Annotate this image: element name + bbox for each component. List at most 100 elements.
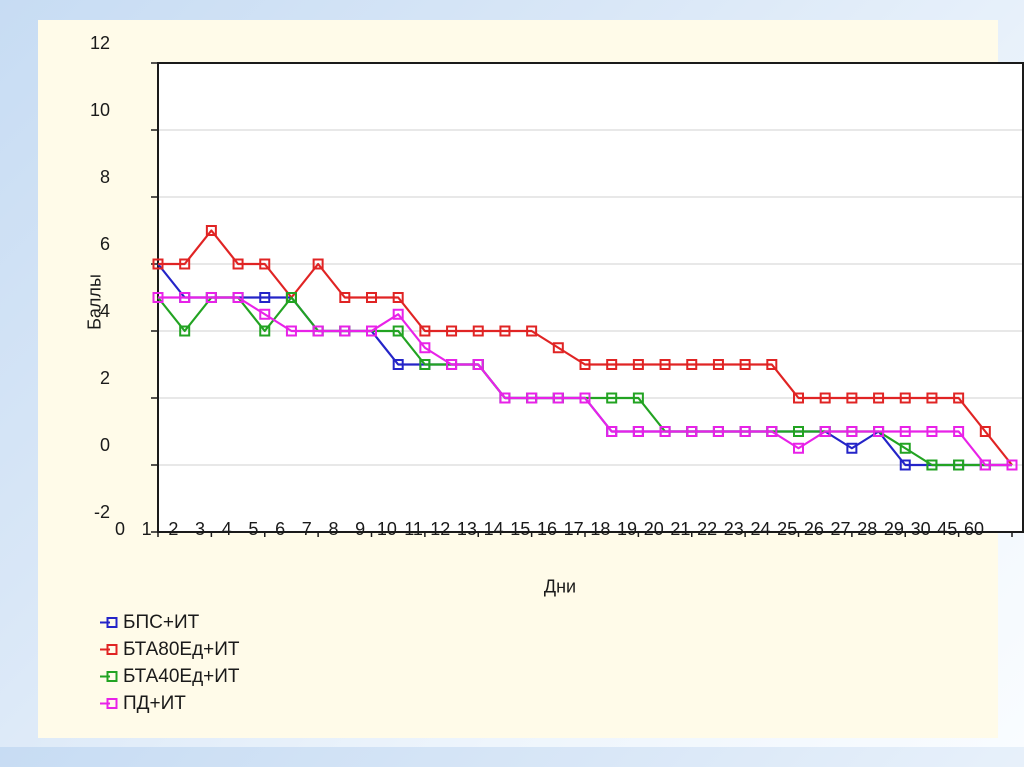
data-point-marker	[953, 392, 965, 404]
data-point-marker	[953, 426, 965, 437]
data-point-marker	[499, 325, 511, 337]
data-point-marker	[632, 426, 644, 437]
legend-item: БТА40Ед+ИТ	[100, 663, 240, 690]
data-point-marker	[472, 359, 484, 370]
data-point-marker	[606, 392, 618, 404]
data-point-marker	[285, 292, 297, 303]
data-point-marker	[312, 325, 324, 337]
x-tick-label: 45	[937, 519, 958, 539]
data-point-marker	[632, 392, 644, 404]
data-point-marker	[686, 359, 698, 370]
data-point-marker	[846, 442, 858, 454]
data-point-marker	[899, 442, 911, 454]
data-point-marker	[152, 292, 164, 303]
x-axis-title: Дни	[543, 576, 577, 597]
data-point-marker	[419, 359, 431, 370]
x-tick-label: 17	[563, 519, 584, 539]
data-point-marker	[659, 359, 671, 370]
data-point-marker	[232, 292, 244, 303]
x-tick-label: 5	[248, 519, 259, 539]
legend-marker-square-icon	[100, 644, 118, 655]
data-point-marker	[686, 426, 698, 437]
legend-marker-square-icon	[100, 671, 118, 682]
legend: БПС+ИТ БТА80Ед+ИТ БТА40Ед+ИТ ПД+ИТ	[100, 609, 240, 717]
data-point-marker	[259, 258, 271, 270]
data-point-marker	[446, 325, 458, 337]
data-point-marker	[712, 359, 724, 370]
data-point-marker	[819, 426, 831, 437]
x-tick-label: 12	[430, 519, 451, 539]
x-tick-label: 28	[857, 519, 878, 539]
data-point-marker	[152, 258, 164, 270]
data-point-marker	[926, 426, 938, 437]
legend-item: БПС+ИТ	[100, 609, 240, 636]
x-tick-label: 11	[404, 519, 423, 539]
data-point-marker	[873, 392, 885, 404]
data-point-marker	[819, 392, 831, 404]
data-point-marker	[793, 426, 804, 437]
data-point-marker	[926, 392, 938, 404]
data-point-marker	[632, 359, 644, 370]
y-tick-label: 0	[99, 435, 110, 455]
data-point-marker	[205, 292, 217, 303]
legend-item-label: ПД+ИТ	[123, 692, 186, 714]
x-tick-label: 21	[670, 519, 691, 539]
data-point-marker	[793, 392, 804, 404]
x-tick-label: 3	[195, 519, 206, 539]
data-point-marker	[179, 258, 191, 270]
x-tick-label: 22	[697, 519, 718, 539]
data-point-marker	[739, 359, 751, 370]
legend-marker-square-icon	[100, 698, 118, 709]
x-tick-label: 60	[963, 519, 985, 539]
legend-item: БТА80Ед+ИТ	[100, 636, 240, 663]
data-point-marker	[179, 325, 191, 337]
data-point-marker	[499, 392, 511, 404]
data-point-marker	[259, 325, 271, 337]
x-tick-label: 0	[114, 519, 126, 539]
x-tick-label: 19	[617, 519, 638, 539]
data-point-marker	[606, 426, 618, 437]
y-tick-label: 10	[89, 100, 110, 120]
x-tick-label: 30	[910, 519, 931, 539]
data-point-marker	[552, 342, 564, 354]
data-point-marker	[232, 258, 244, 270]
data-point-marker	[526, 392, 538, 404]
data-point-marker	[766, 426, 778, 437]
data-point-marker	[205, 225, 217, 236]
data-point-marker	[446, 359, 458, 370]
y-tick-label: 4	[99, 301, 110, 321]
data-point-marker	[259, 308, 271, 320]
data-point-marker	[419, 342, 431, 354]
x-tick-label: 10	[376, 519, 397, 539]
data-point-marker	[579, 392, 591, 404]
data-point-marker	[979, 426, 991, 437]
data-point-marker	[366, 325, 377, 337]
x-tick-label: 27	[830, 519, 851, 539]
data-point-marker	[392, 325, 404, 337]
x-tick-label: 2	[168, 519, 179, 539]
data-point-marker	[285, 325, 297, 337]
y-tick-label: 12	[89, 33, 110, 53]
data-point-marker	[899, 459, 911, 471]
series-line-БТА80Ед+ИТ	[158, 229, 1013, 466]
chart-panel: Баллы Дни 0 1 2 3 4 5 6 7 8 9 10 11 12 13 14 15 16 17 18 19…	[38, 20, 1024, 738]
data-point-marker	[579, 359, 591, 370]
x-tick-label: 4	[221, 519, 232, 539]
x-tick-label: 7	[301, 519, 312, 539]
data-point-marker	[472, 325, 484, 337]
legend-item: ПД+ИТ	[100, 690, 240, 717]
legend-item-label: БПС+ИТ	[123, 611, 200, 633]
data-point-marker	[712, 426, 724, 437]
x-tick-label: 25	[777, 519, 798, 539]
data-point-marker	[526, 325, 538, 337]
data-point-marker	[312, 258, 324, 270]
data-point-marker	[899, 392, 911, 404]
data-point-marker	[366, 292, 377, 303]
data-point-marker	[419, 325, 431, 337]
data-point-marker	[552, 392, 564, 404]
x-tick-label: 24	[750, 519, 771, 539]
legend-item-label: БТА40Ед+ИТ	[123, 665, 240, 687]
data-point-marker	[659, 426, 671, 437]
data-point-marker	[979, 459, 991, 471]
data-point-marker	[392, 359, 404, 370]
